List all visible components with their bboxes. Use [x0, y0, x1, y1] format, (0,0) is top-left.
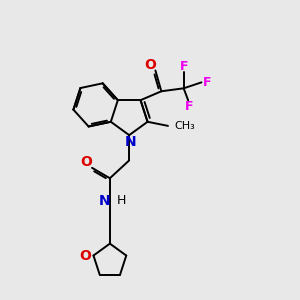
- Text: F: F: [179, 60, 188, 73]
- Text: N: N: [99, 194, 110, 208]
- Text: CH₃: CH₃: [175, 121, 195, 131]
- Text: F: F: [185, 100, 194, 112]
- Text: N: N: [125, 135, 136, 149]
- Text: O: O: [144, 58, 156, 72]
- Text: H: H: [116, 194, 126, 207]
- Text: O: O: [80, 155, 92, 169]
- Text: O: O: [79, 248, 91, 262]
- Text: F: F: [202, 76, 211, 89]
